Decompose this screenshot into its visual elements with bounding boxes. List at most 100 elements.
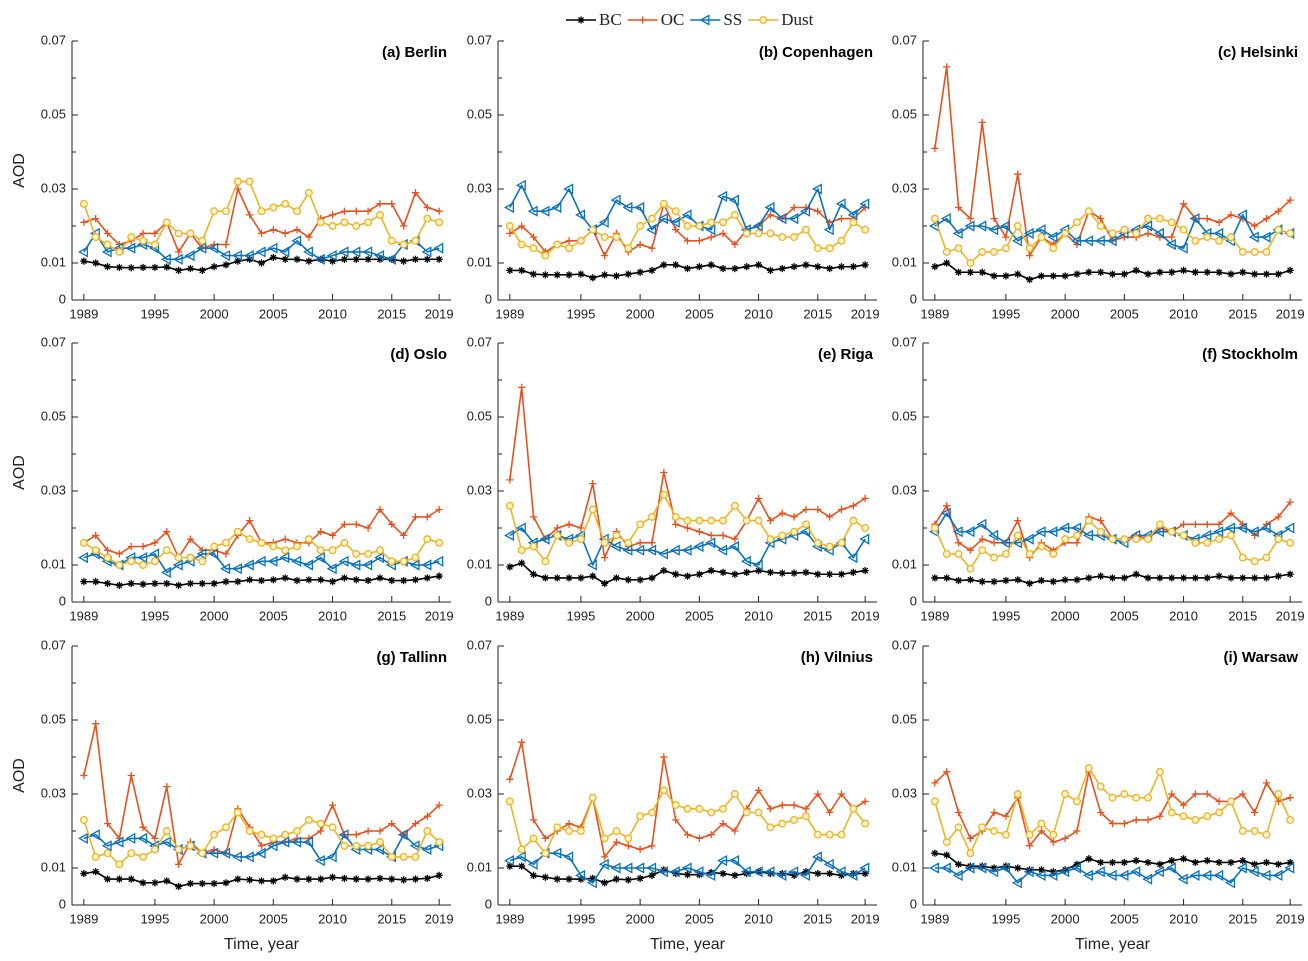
marker: [1286, 794, 1294, 802]
marker: [624, 538, 633, 547]
marker: [600, 579, 609, 588]
marker: [954, 576, 963, 585]
marker: [551, 201, 562, 214]
marker: [1177, 873, 1188, 885]
marker: [588, 225, 597, 234]
marker: [293, 827, 301, 835]
marker: [1002, 576, 1010, 585]
marker: [648, 266, 656, 274]
marker: [624, 576, 632, 584]
marker: [1120, 574, 1128, 582]
marker: [1144, 858, 1152, 867]
marker: [1120, 225, 1129, 234]
marker: [101, 246, 112, 258]
marker: [1106, 235, 1117, 247]
marker: [1154, 227, 1165, 240]
marker: [1226, 233, 1235, 242]
marker: [1013, 531, 1022, 540]
marker: [198, 236, 207, 245]
marker: [423, 874, 431, 882]
marker: [89, 829, 100, 841]
x-tick-label: 2000: [1051, 911, 1080, 926]
marker: [139, 823, 147, 831]
marker: [79, 199, 88, 208]
marker: [766, 568, 775, 576]
marker: [411, 576, 420, 584]
x-tick-label: 2015: [1228, 608, 1257, 623]
marker: [340, 207, 349, 215]
x-tick-label: 2019: [425, 911, 454, 926]
marker: [990, 553, 999, 562]
marker: [163, 263, 171, 271]
marker: [1061, 272, 1069, 280]
marker: [291, 836, 302, 848]
y-tick-label: 0: [910, 896, 917, 911]
marker: [411, 255, 420, 263]
marker: [754, 494, 763, 502]
marker: [387, 557, 396, 566]
marker: [589, 572, 597, 580]
marker: [541, 574, 549, 582]
marker: [814, 505, 822, 514]
marker: [160, 253, 171, 265]
y-tick-label: 0.03: [41, 482, 66, 497]
y-tick-label: 0: [485, 291, 492, 306]
marker: [364, 524, 372, 532]
marker: [1203, 268, 1211, 276]
marker: [683, 264, 692, 273]
y-tick-label: 0.07: [892, 334, 917, 349]
marker: [115, 561, 124, 569]
marker: [233, 177, 242, 186]
marker: [636, 268, 644, 276]
marker: [1191, 268, 1200, 276]
marker: [362, 246, 373, 258]
y-axis-label: AOD: [11, 758, 28, 793]
marker: [731, 264, 739, 273]
panel-title: (f) Stockholm: [1202, 346, 1298, 363]
x-tick-label: 1989: [495, 608, 524, 623]
marker: [1203, 574, 1211, 582]
x-tick-label: 2010: [1169, 911, 1198, 926]
marker: [940, 507, 951, 519]
marker: [1023, 227, 1034, 240]
marker: [210, 830, 219, 839]
marker: [695, 528, 703, 536]
marker: [1156, 860, 1164, 868]
y-tick-label: 0.05: [467, 408, 492, 423]
marker: [196, 548, 207, 560]
marker: [139, 580, 147, 588]
marker: [1262, 779, 1271, 787]
marker: [352, 875, 360, 883]
marker: [1132, 535, 1141, 544]
marker: [978, 118, 986, 126]
y-tick-label: 0: [910, 593, 917, 608]
marker: [409, 840, 420, 852]
marker: [565, 271, 573, 279]
marker: [705, 537, 716, 549]
marker: [1096, 782, 1105, 791]
marker: [598, 858, 609, 870]
marker: [1179, 574, 1188, 582]
marker: [622, 201, 633, 214]
marker: [376, 874, 384, 882]
marker: [137, 551, 148, 564]
marker: [1215, 535, 1224, 544]
marker: [80, 578, 88, 586]
marker: [766, 211, 775, 219]
marker: [304, 535, 313, 544]
marker: [646, 862, 657, 874]
marker: [707, 566, 715, 575]
marker: [113, 836, 124, 848]
marker: [518, 266, 526, 274]
y-tick-label: 0.05: [892, 106, 917, 121]
marker: [1025, 842, 1034, 850]
marker: [1014, 864, 1022, 872]
marker: [293, 576, 301, 585]
marker: [103, 546, 112, 554]
marker: [801, 812, 810, 821]
marker: [837, 871, 846, 879]
marker: [943, 502, 951, 510]
marker: [78, 246, 88, 258]
marker: [553, 524, 561, 532]
marker: [527, 858, 538, 870]
